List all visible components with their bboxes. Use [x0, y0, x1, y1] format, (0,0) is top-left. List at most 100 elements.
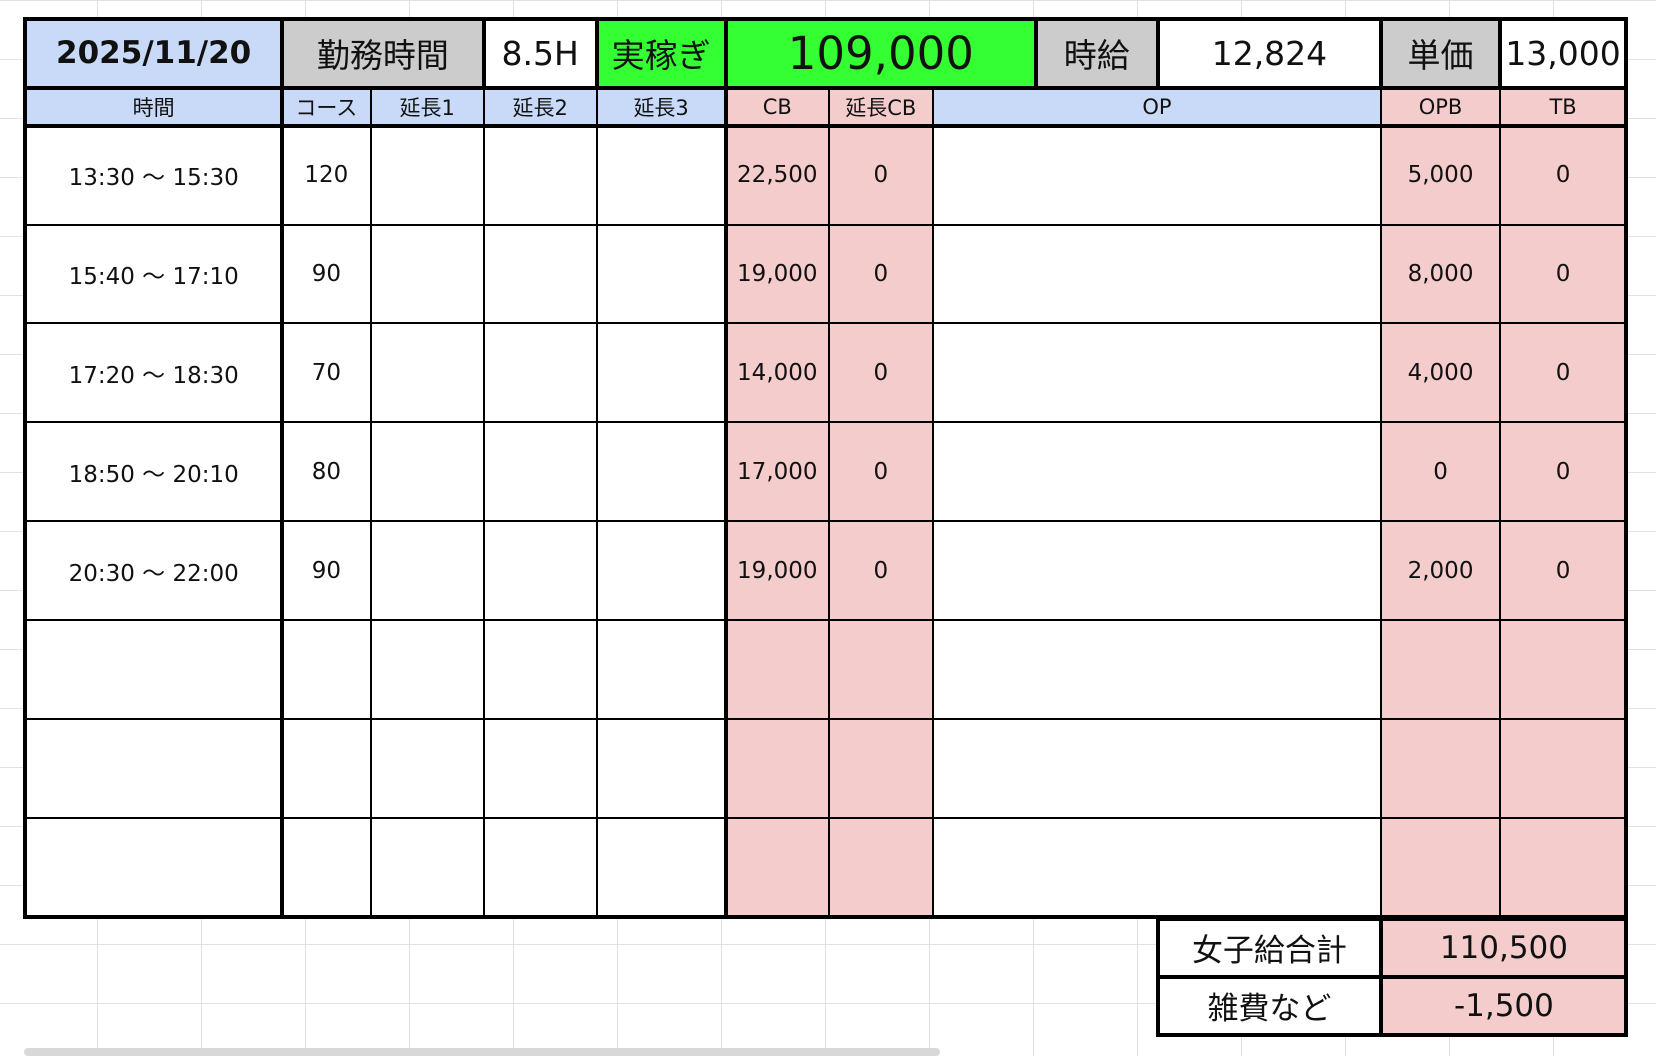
label[interactable]: 勤務時間 — [281, 19, 484, 88]
table-cell[interactable]: 120 — [281, 125, 371, 225]
table-cell[interactable]: 0 — [829, 521, 933, 621]
scrollbar[interactable] — [24, 1048, 940, 1056]
table-cell[interactable]: 5,000 — [1381, 125, 1500, 225]
column-header[interactable]: OPB — [1381, 87, 1500, 126]
table-cell[interactable]: 14,000 — [725, 323, 830, 423]
table-cell[interactable]: 0 — [1499, 422, 1627, 522]
table-cell[interactable]: 8,000 — [1381, 224, 1500, 324]
table-cell[interactable]: 2,000 — [1381, 521, 1500, 621]
table-cell[interactable]: 0 — [829, 422, 933, 522]
table-cell[interactable] — [932, 521, 1382, 621]
table-cell[interactable]: 18:50 〜 20:10 — [25, 422, 282, 522]
table-cell[interactable] — [596, 718, 726, 818]
table-cell[interactable]: 17:20 〜 18:30 — [25, 323, 282, 423]
column-header[interactable]: 延長2 — [483, 87, 597, 126]
summary-label[interactable]: 雑費など — [1157, 976, 1382, 1035]
column-header[interactable]: 延長3 — [596, 87, 726, 126]
table-cell[interactable] — [483, 620, 597, 719]
table-cell[interactable]: 17,000 — [725, 422, 830, 522]
table-cell[interactable] — [596, 323, 726, 423]
table-cell[interactable]: 90 — [281, 521, 371, 621]
table-cell[interactable] — [725, 620, 830, 719]
table-cell[interactable]: 19,000 — [725, 224, 830, 324]
table-cell[interactable] — [829, 620, 933, 719]
table-cell[interactable] — [370, 817, 484, 917]
column-header[interactable]: 延長1 — [370, 87, 484, 126]
value[interactable]: 13,000 — [1499, 19, 1627, 88]
table-cell[interactable]: 0 — [1499, 125, 1627, 225]
table-cell[interactable] — [932, 125, 1382, 225]
label[interactable]: 単価 — [1381, 19, 1500, 88]
table-cell[interactable] — [596, 521, 726, 621]
table-cell[interactable] — [1381, 620, 1500, 719]
table-cell[interactable] — [829, 817, 933, 917]
column-header[interactable]: 延長CB — [829, 87, 933, 126]
table-cell[interactable] — [370, 718, 484, 818]
table-cell[interactable] — [596, 620, 726, 719]
table-cell[interactable] — [932, 323, 1382, 423]
table-cell[interactable]: 20:30 〜 22:00 — [25, 521, 282, 621]
table-cell[interactable] — [370, 125, 484, 225]
table-cell[interactable] — [596, 817, 726, 917]
table-cell[interactable]: 0 — [829, 323, 933, 423]
table-cell[interactable] — [483, 817, 597, 917]
table-cell[interactable] — [932, 718, 1382, 818]
table-cell[interactable] — [483, 718, 597, 818]
table-cell[interactable] — [1381, 817, 1500, 917]
table-cell[interactable] — [596, 224, 726, 324]
table-cell[interactable] — [1499, 620, 1627, 719]
table-cell[interactable]: 0 — [1499, 224, 1627, 324]
value[interactable]: 8.5H — [483, 19, 597, 88]
label[interactable]: 実稼ぎ — [596, 19, 726, 88]
table-cell[interactable] — [281, 718, 371, 818]
table-cell[interactable]: 0 — [1499, 521, 1627, 621]
table-cell[interactable]: 90 — [281, 224, 371, 324]
table-cell[interactable]: 19,000 — [725, 521, 830, 621]
table-cell[interactable] — [370, 323, 484, 423]
table-cell[interactable]: 0 — [829, 224, 933, 324]
table-cell[interactable] — [281, 620, 371, 719]
table-cell[interactable] — [725, 817, 830, 917]
table-cell[interactable] — [596, 422, 726, 522]
table-cell[interactable] — [932, 620, 1382, 719]
table-cell[interactable] — [25, 620, 282, 719]
table-cell[interactable] — [370, 620, 484, 719]
table-cell[interactable] — [483, 422, 597, 522]
table-cell[interactable] — [370, 521, 484, 621]
summary-value[interactable]: -1,500 — [1381, 976, 1627, 1035]
summary-label[interactable]: 女子給合計 — [1157, 918, 1382, 977]
table-cell[interactable]: 4,000 — [1381, 323, 1500, 423]
table-cell[interactable]: 0 — [1499, 323, 1627, 423]
label[interactable]: 時給 — [1036, 19, 1158, 88]
table-cell[interactable] — [725, 718, 830, 818]
table-cell[interactable]: 13:30 〜 15:30 — [25, 125, 282, 225]
summary-value[interactable]: 110,500 — [1381, 918, 1627, 977]
table-cell[interactable]: 22,500 — [725, 125, 830, 225]
table-cell[interactable] — [829, 718, 933, 818]
column-header[interactable]: CB — [725, 87, 830, 126]
column-header[interactable]: コース — [281, 87, 371, 126]
date[interactable]: 2025/11/20 — [25, 19, 282, 88]
table-cell[interactable]: 0 — [1381, 422, 1500, 522]
table-cell[interactable] — [483, 323, 597, 423]
table-cell[interactable] — [483, 521, 597, 621]
table-cell[interactable] — [932, 422, 1382, 522]
table-cell[interactable]: 0 — [829, 125, 933, 225]
value[interactable]: 109,000 — [725, 19, 1037, 88]
table-cell[interactable] — [932, 224, 1382, 324]
table-cell[interactable]: 15:40 〜 17:10 — [25, 224, 282, 324]
column-header[interactable]: OP — [932, 87, 1382, 126]
table-cell[interactable]: 70 — [281, 323, 371, 423]
table-cell[interactable] — [370, 422, 484, 522]
column-header[interactable]: 時間 — [25, 87, 282, 126]
table-cell[interactable] — [1499, 817, 1627, 917]
table-cell[interactable]: 80 — [281, 422, 371, 522]
table-cell[interactable] — [483, 224, 597, 324]
table-cell[interactable] — [281, 817, 371, 917]
column-header[interactable]: TB — [1499, 87, 1627, 126]
table-cell[interactable] — [25, 817, 282, 917]
table-cell[interactable] — [932, 817, 1382, 917]
table-cell[interactable] — [370, 224, 484, 324]
value[interactable]: 12,824 — [1157, 19, 1382, 88]
table-cell[interactable] — [1381, 718, 1500, 818]
